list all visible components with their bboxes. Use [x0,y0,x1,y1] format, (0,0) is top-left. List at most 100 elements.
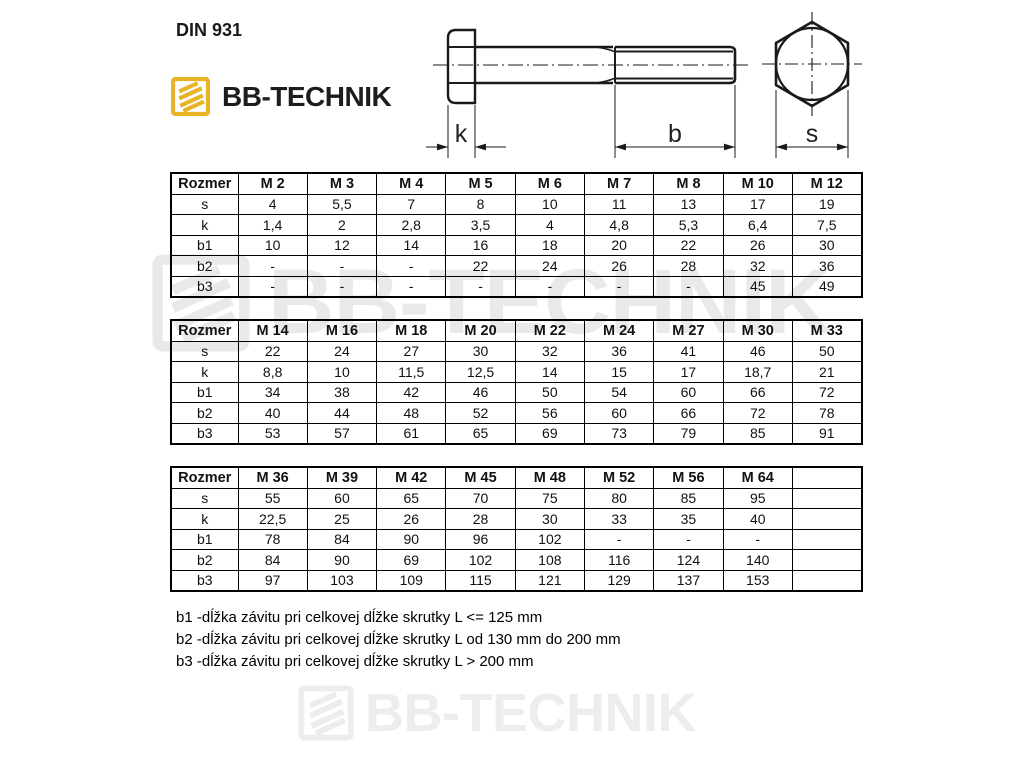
table-row: b1 78 84 90 96 102- - - [170,528,863,550]
table-cell: 96 [445,528,516,550]
table-cell: 24 [514,255,585,277]
dimension-table-m14-m33: Rozmer M 14 M 16 M 18 M 20 M 22 M 24 M 27 M 30 M … [170,319,863,445]
column-header: M 45 [445,466,516,489]
table-row: b1 34 38 42 46 50 54 60 66 72 [170,381,863,403]
dim-arrow [776,143,787,151]
page-title: DIN 931 [176,20,243,40]
footnote-b3: b3 -dĺžka závitu pri celkovej dĺžke skru… [176,653,534,670]
table-cell: 38 [306,381,378,403]
table-cell: 6,4 [722,214,793,236]
table-cell: 55 [237,487,308,509]
column-header: M 24 [583,319,655,342]
table-cell: 1,4 [237,214,308,236]
row-label: b3 [170,569,239,592]
dim-label-k: k [455,120,468,148]
table-cell: 49 [791,275,863,298]
dim-arrow [615,143,626,151]
table-cell: 19 [791,193,863,215]
row-label: s [170,487,239,509]
footnotes: b1 -dĺžka závitu pri celkovej dĺžke skru… [176,607,621,673]
table-cell: 14 [376,234,447,256]
table-cell: - [653,275,724,298]
table-cell: 52 [445,402,516,424]
table-cell: 48 [376,402,447,424]
table-cell: 103 [306,569,378,592]
column-header: M 30 [722,319,793,342]
column-header: M 3 [306,172,378,195]
row-label: b3 [170,275,239,298]
column-header: M 22 [514,319,585,342]
row-label: b2 [170,549,239,571]
column-header: M 39 [306,466,378,489]
table-cell: 40 [722,508,793,530]
table-cell: 40 [237,402,308,424]
table-cell: - [653,528,724,550]
table-cell: 26 [722,234,793,256]
table-cell: 65 [445,422,516,445]
table-cell: 30 [514,508,585,530]
row-label: b1 [170,234,239,256]
column-header: M 56 [653,466,724,489]
table-cell: 137 [653,569,724,592]
table-header-row: Rozmer M 14 M 16 M 18 M 20 M 22 M 24 M 27 M 30 M … [170,319,863,342]
table-cell: 46 [445,381,516,403]
brand-name: BB-TECHNIK [222,80,392,112]
table-cell: 41 [653,340,724,362]
table-cell: 61 [376,422,447,445]
table-cell: 72 [722,402,793,424]
table-cell [791,487,863,509]
dim-label-s: s [806,120,819,148]
table-cell: 129 [583,569,655,592]
table-cell [791,549,863,571]
table-cell: 80 [583,487,655,509]
table-cell: 108 [514,549,585,571]
table-cell: 2,8 [376,214,447,236]
row-label: k [170,508,239,530]
column-header: Rozmer [170,466,239,489]
table-cell: 85 [653,487,724,509]
table-cell: - [445,275,516,298]
table-row: k 1,4 2 2,8 3,5 4 4,8 5,3 6,4 7,5 [170,214,863,236]
table-cell: 25 [306,508,378,530]
table-cell: 97 [237,569,308,592]
table-cell: 30 [791,234,863,256]
row-label: s [170,193,239,215]
table-cell: 35 [653,508,724,530]
table-cell: 24 [306,340,378,362]
table-cell: - [237,275,308,298]
table-cell: 7 [376,193,447,215]
table-cell: 65 [376,487,447,509]
column-header: M 18 [376,319,447,342]
table-row: b3 53 57 61 65 69 73 79 85 91 [170,422,863,445]
column-header: M 20 [445,319,516,342]
table-cell: 34 [237,381,308,403]
table-cell: 70 [445,487,516,509]
table-cell: 45 [722,275,793,298]
dim-arrow [837,143,848,151]
footnote-b2: b2 -dĺžka závitu pri celkovej dĺžke skru… [176,631,621,648]
table-cell: 15 [583,361,655,383]
dimension-table-m36-m64: Rozmer M 36 M 39 M 42 M 45 M 48 M 52 M 56 M 64 s 5… [170,466,863,592]
table-cell: 27 [376,340,447,362]
table-cell: 115 [445,569,516,592]
table-row: b2- - -22 24 26 28 32 36 [170,255,863,277]
brand-logo: BB-TECHNIK [170,76,392,117]
column-header: M 12 [791,172,863,195]
table-cell: 5,5 [306,193,378,215]
table-cell: - [583,528,655,550]
row-label: b1 [170,381,239,403]
table-cell: 17 [722,193,793,215]
table-cell: 75 [514,487,585,509]
watermark-bottom: BB-TECHNIK [297,682,696,744]
table-row: b1 10 12 14 16 18 20 22 26 30 [170,234,863,256]
thread-square-icon [171,77,210,116]
table-cell: 11,5 [376,361,447,383]
table-cell: 78 [237,528,308,550]
table-cell: 84 [237,549,308,571]
table-cell [791,569,863,592]
table-cell: 16 [445,234,516,256]
table-cell: 3,5 [445,214,516,236]
table-cell: 4 [514,214,585,236]
table-cell: 8 [445,193,516,215]
